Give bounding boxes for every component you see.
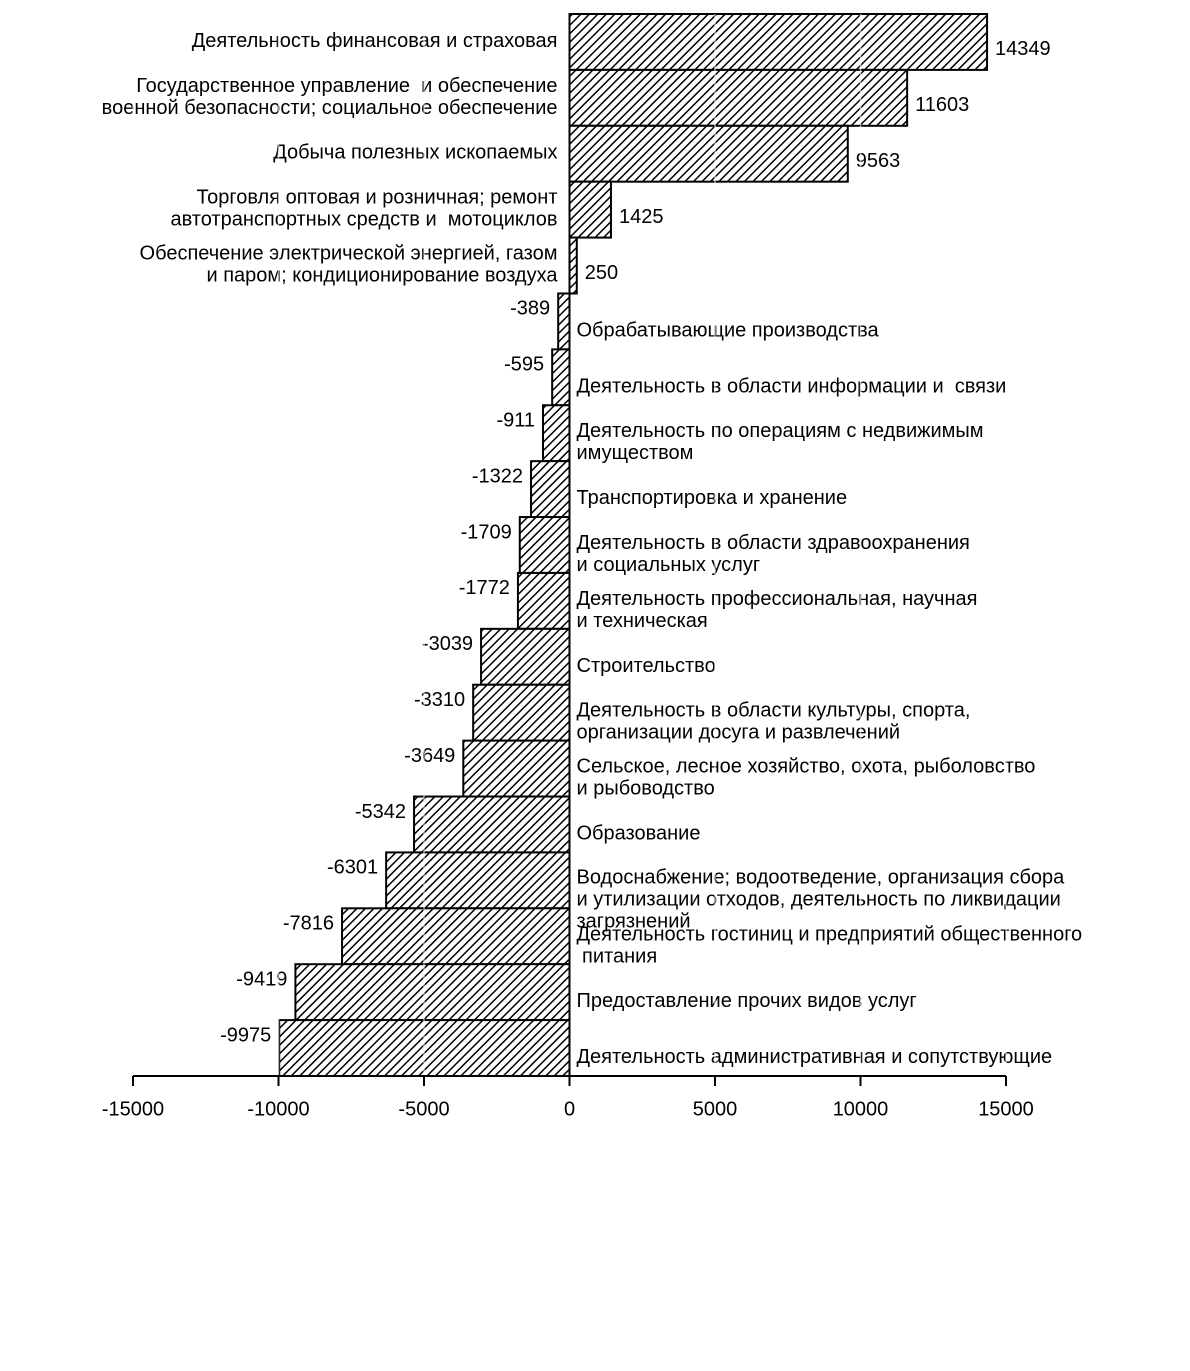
bar <box>557 292 571 351</box>
category-label: Сельское, лесное хозяйство, охота, рыбол… <box>577 756 1036 800</box>
category-label: Водоснабжение; водоотведение, организаци… <box>577 867 1066 933</box>
bar <box>530 460 571 519</box>
category-label: Деятельность в области культуры, спорта,… <box>577 700 971 744</box>
category-label-line: Деятельность в области культуры, спорта, <box>577 700 971 722</box>
value-label: 1425 <box>619 206 664 228</box>
bar <box>516 571 571 630</box>
x-tick-label: 10000 <box>833 1098 889 1120</box>
bar <box>568 236 578 295</box>
category-label-line: организации досуга и развлечений <box>577 722 901 744</box>
value-label: -389 <box>510 298 550 320</box>
category-label-line: Сельское, лесное хозяйство, охота, рыбол… <box>577 756 1036 778</box>
bar <box>568 124 849 183</box>
x-tick-label: -5000 <box>398 1098 449 1120</box>
x-tick-label: -10000 <box>247 1098 309 1120</box>
value-label: -9419 <box>236 968 287 990</box>
category-label-line: Деятельность в области здравоохранения <box>577 532 970 554</box>
category-label-line: и утилизации отходов, деятельность по ли… <box>577 889 1061 911</box>
x-tick-label: -15000 <box>102 1098 164 1120</box>
category-label-line: Водоснабжение; водоотведение, организаци… <box>577 867 1066 889</box>
category-label: Транспортировка и хранение <box>577 487 848 509</box>
category-label-line: имуществом <box>577 442 694 464</box>
category-label-line: загрязнений <box>577 911 691 933</box>
category-label: Деятельность финансовая и страховая <box>192 30 558 52</box>
category-label-line: и паром; кондиционирование воздуха <box>206 265 558 287</box>
value-label: -3310 <box>414 689 465 711</box>
category-label: Обрабатывающие производства <box>577 320 880 342</box>
category-label-line: Государственное управление и обеспечение <box>136 75 557 97</box>
category-label-line: Деятельность по операциям с недвижимым <box>577 420 984 442</box>
category-label-line: Обрабатывающие производства <box>577 320 880 342</box>
value-label: 11603 <box>915 94 969 116</box>
category-label: Предоставление прочих видов услуг <box>577 990 917 1012</box>
category-label-line: военной безопасности; социальное обеспеч… <box>102 97 558 119</box>
value-label: -1772 <box>459 577 510 599</box>
bar <box>551 348 571 407</box>
category-label-line: Деятельность финансовая и страховая <box>192 30 558 52</box>
category-label-line: питания <box>577 946 658 968</box>
category-label: Торговля оптовая и розничная; ремонт авто… <box>171 187 558 231</box>
value-label: 14349 <box>995 38 1051 60</box>
category-label-line: Строительство <box>577 655 716 677</box>
category-label: Образование <box>577 823 701 845</box>
value-label: -6301 <box>327 857 378 879</box>
bar <box>472 683 571 742</box>
bar <box>385 851 571 910</box>
value-label: -1322 <box>472 465 523 487</box>
category-label: Деятельность административная и сопутств… <box>577 1046 1053 1068</box>
category-label-line: Добыча полезных ископаемых <box>273 142 557 164</box>
value-label: -3649 <box>404 745 455 767</box>
bar <box>541 404 571 463</box>
bar <box>568 180 612 239</box>
bar <box>480 627 571 686</box>
category-label-line: и рыбоводство <box>577 778 715 800</box>
category-label-line: Транспортировка и хранение <box>577 487 848 509</box>
value-label: 250 <box>585 262 618 284</box>
bar <box>294 963 571 1022</box>
value-label: -3039 <box>422 633 473 655</box>
value-label: -9975 <box>220 1024 271 1046</box>
value-label: -5342 <box>355 801 406 823</box>
category-label-line: Деятельность гостиниц и предприятий обще… <box>577 924 1083 946</box>
value-label: -7816 <box>283 913 334 935</box>
bar <box>518 516 571 574</box>
category-label: Деятельность в области информации и связ… <box>577 376 1007 398</box>
bar <box>568 68 909 127</box>
category-label: Обеспечение электрической энергией, газо… <box>140 243 559 287</box>
bar <box>341 907 571 966</box>
value-label: -595 <box>504 354 544 376</box>
category-label-line: и социальных услуг <box>577 554 761 576</box>
category-label-line: Образование <box>577 823 701 845</box>
value-label: -911 <box>496 409 535 431</box>
category-label-line: Торговля оптовая и розничная; ремонт <box>196 187 557 209</box>
category-label-line: Деятельность административная и сопутств… <box>577 1046 1053 1068</box>
x-tick-label: 0 <box>564 1098 575 1120</box>
category-label: Строительство <box>577 655 716 677</box>
category-label-line: Обеспечение электрической энергией, газо… <box>140 243 558 265</box>
category-label: Деятельность гостиниц и предприятий обще… <box>577 924 1083 968</box>
category-label-line: автотранспортных средств и мотоциклов <box>171 209 558 231</box>
category-label: Государственное управление и обеспечение… <box>102 75 558 119</box>
bar <box>568 13 989 71</box>
category-label-line: Деятельность в области информации и связ… <box>577 376 1007 398</box>
category-label-line: Предоставление прочих видов услуг <box>577 990 917 1012</box>
value-label: -1709 <box>461 521 512 543</box>
x-tick-label: 15000 <box>978 1098 1034 1120</box>
category-label: Деятельность профессиональная, научная и … <box>577 588 978 632</box>
category-label: Деятельность по операциям с недвижимым им… <box>577 420 984 464</box>
value-label: 9563 <box>856 150 901 172</box>
bar <box>462 739 571 798</box>
category-label: Деятельность в области здравоохранения и … <box>577 532 970 576</box>
bar <box>413 795 571 854</box>
category-label: Добыча полезных ископаемых <box>273 142 557 164</box>
category-label-line: и техническая <box>577 610 708 632</box>
category-label-line: Деятельность профессиональная, научная <box>577 588 978 610</box>
x-tick-label: 5000 <box>693 1098 738 1120</box>
